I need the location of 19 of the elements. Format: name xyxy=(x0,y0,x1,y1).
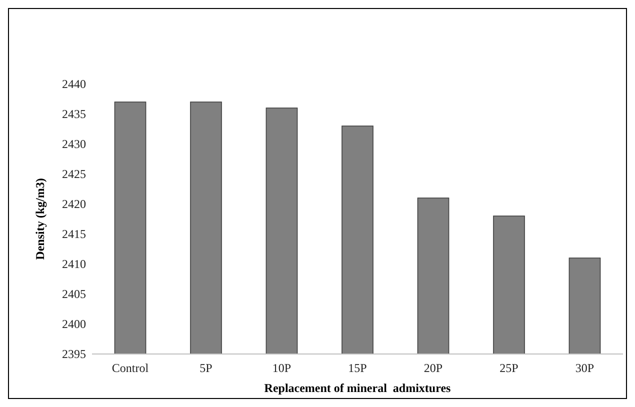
x-tick-label: 5P xyxy=(200,361,213,375)
y-tick-label: 2410 xyxy=(62,257,86,272)
x-tick-label: Control xyxy=(112,361,150,375)
y-tick-label: 2415 xyxy=(62,227,86,242)
x-tick-label: 10P xyxy=(272,361,292,375)
y-tick-label: 2405 xyxy=(62,287,86,302)
x-axis-title: Replacement of mineral admixtures xyxy=(264,381,452,395)
y-tick-label: 2425 xyxy=(62,167,86,182)
y-axis-title: Density (kg/m3) xyxy=(33,178,47,260)
y-tick-label: 2440 xyxy=(62,77,86,92)
x-tick-label: 30P xyxy=(575,361,594,375)
y-tick-label: 2420 xyxy=(62,197,86,212)
y-tick-label: 2395 xyxy=(62,347,86,362)
y-tick-label: 2430 xyxy=(62,137,86,152)
y-tick-label: 2435 xyxy=(62,107,86,122)
x-tick-label: 15P xyxy=(348,361,368,375)
x-tick-label: 20P xyxy=(424,361,443,375)
y-tick-label: 2400 xyxy=(62,317,86,332)
x-tick-label: 25P xyxy=(500,361,519,375)
